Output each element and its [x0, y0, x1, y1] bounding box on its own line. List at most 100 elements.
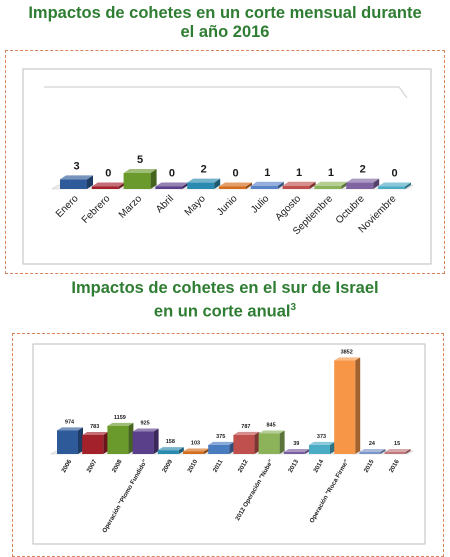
bar-top	[123, 169, 157, 173]
data-label: 1	[264, 167, 270, 179]
bar-side	[330, 441, 335, 454]
chart1-title: Impactos de cohetes en un corte mensual …	[0, 4, 450, 42]
bar-side	[380, 449, 386, 454]
bar-top	[155, 182, 189, 187]
bar-side	[153, 428, 159, 454]
bar	[250, 185, 278, 189]
bar	[314, 185, 342, 189]
bar	[91, 186, 119, 189]
bar	[219, 186, 246, 189]
bar	[187, 182, 215, 189]
data-label: 974	[65, 419, 75, 425]
bar-top	[219, 182, 252, 187]
bar	[155, 186, 183, 189]
data-label: 3	[73, 160, 79, 172]
bar-top	[132, 428, 159, 432]
bar-top	[314, 181, 348, 186]
bar-side	[341, 181, 348, 189]
bar	[82, 434, 104, 454]
bar	[258, 433, 280, 454]
bar-top	[82, 431, 109, 435]
data-label: 103	[191, 440, 200, 446]
bar-side	[246, 182, 252, 189]
plot-frame	[22, 68, 432, 265]
bar-top	[60, 175, 93, 180]
bar-side	[405, 449, 411, 454]
bar	[309, 444, 330, 454]
bar-top	[157, 447, 184, 451]
bar-side	[178, 447, 184, 454]
data-label: 15	[394, 441, 400, 447]
bar-top	[183, 448, 209, 452]
data-label: 925	[141, 421, 150, 427]
bar	[132, 431, 154, 454]
bar	[282, 185, 310, 189]
bar-side	[103, 431, 109, 454]
data-label: 2	[360, 164, 366, 176]
bar-top	[346, 178, 380, 183]
bar-top	[258, 430, 285, 434]
bar-top	[282, 181, 316, 186]
bar-top	[57, 427, 83, 431]
data-label: 2	[201, 164, 207, 176]
chart2-title-line1: Impactos de cohetes en el sur de Israel	[71, 279, 379, 297]
bar-side	[254, 431, 260, 454]
data-label: 3852	[341, 349, 353, 355]
bar-top	[283, 449, 310, 452]
bar-side	[304, 449, 310, 454]
bar-side	[214, 178, 221, 189]
data-label: 845	[267, 422, 276, 428]
data-label: 1	[328, 167, 334, 179]
bar-side	[87, 175, 93, 189]
bar-side	[405, 182, 411, 189]
chart1-svg: 3Enero0Febrero5Marzo0Abril2Mayo0Junio1Ju…	[22, 68, 432, 265]
data-label: 39	[293, 441, 299, 447]
data-label: 783	[90, 424, 99, 430]
bar-side	[373, 178, 380, 189]
bar-top	[107, 422, 134, 426]
bar-side	[118, 182, 125, 189]
bar-side	[355, 357, 361, 454]
chart2-title-line2: en un corte anual3	[0, 298, 450, 322]
data-label: 787	[241, 424, 250, 430]
bar	[107, 425, 129, 454]
data-label: 1	[296, 167, 302, 179]
bar-side	[279, 430, 285, 454]
bar-top	[187, 178, 221, 183]
bar-top	[91, 182, 125, 187]
bar	[123, 173, 151, 189]
bar	[60, 179, 87, 189]
bar-side	[150, 169, 157, 189]
data-label: 0	[169, 168, 175, 180]
bar-side	[182, 182, 189, 189]
chart1-title-line2: el año 2016	[180, 23, 270, 41]
chart2-title: Impactos de cohetes en el sur de Israel …	[0, 279, 450, 322]
bar-top	[334, 357, 361, 361]
data-label: 373	[317, 434, 326, 440]
data-label: 158	[166, 439, 175, 445]
bar	[157, 450, 179, 454]
bar-top	[250, 181, 284, 186]
bar	[183, 451, 204, 454]
chart2-panel: 974 2006 783 2007 1159 2008 925 Operación "Plom…	[12, 333, 444, 557]
data-label: 5	[137, 154, 143, 166]
bar-side	[78, 427, 83, 454]
bar	[57, 430, 78, 454]
chart1-panel: 3 Enero 0 Febrero 5 Marzo 0 Abril 2 Mayo 0 Junio 1 Ju…	[5, 50, 445, 274]
data-label: 24	[369, 441, 376, 447]
bar	[346, 182, 374, 189]
bar-top	[208, 441, 235, 445]
bar-top	[378, 182, 411, 187]
bar-top	[384, 449, 411, 452]
bar	[378, 186, 405, 189]
chart2-title-line2-text: en un corte anual	[153, 302, 291, 321]
bar	[384, 452, 406, 454]
bar-side	[229, 441, 235, 454]
bar-side	[204, 448, 209, 454]
data-label: 375	[216, 434, 225, 440]
bar	[233, 434, 255, 454]
bar	[283, 452, 305, 454]
data-label: 0	[232, 168, 238, 180]
back-wall-edge	[44, 86, 408, 99]
